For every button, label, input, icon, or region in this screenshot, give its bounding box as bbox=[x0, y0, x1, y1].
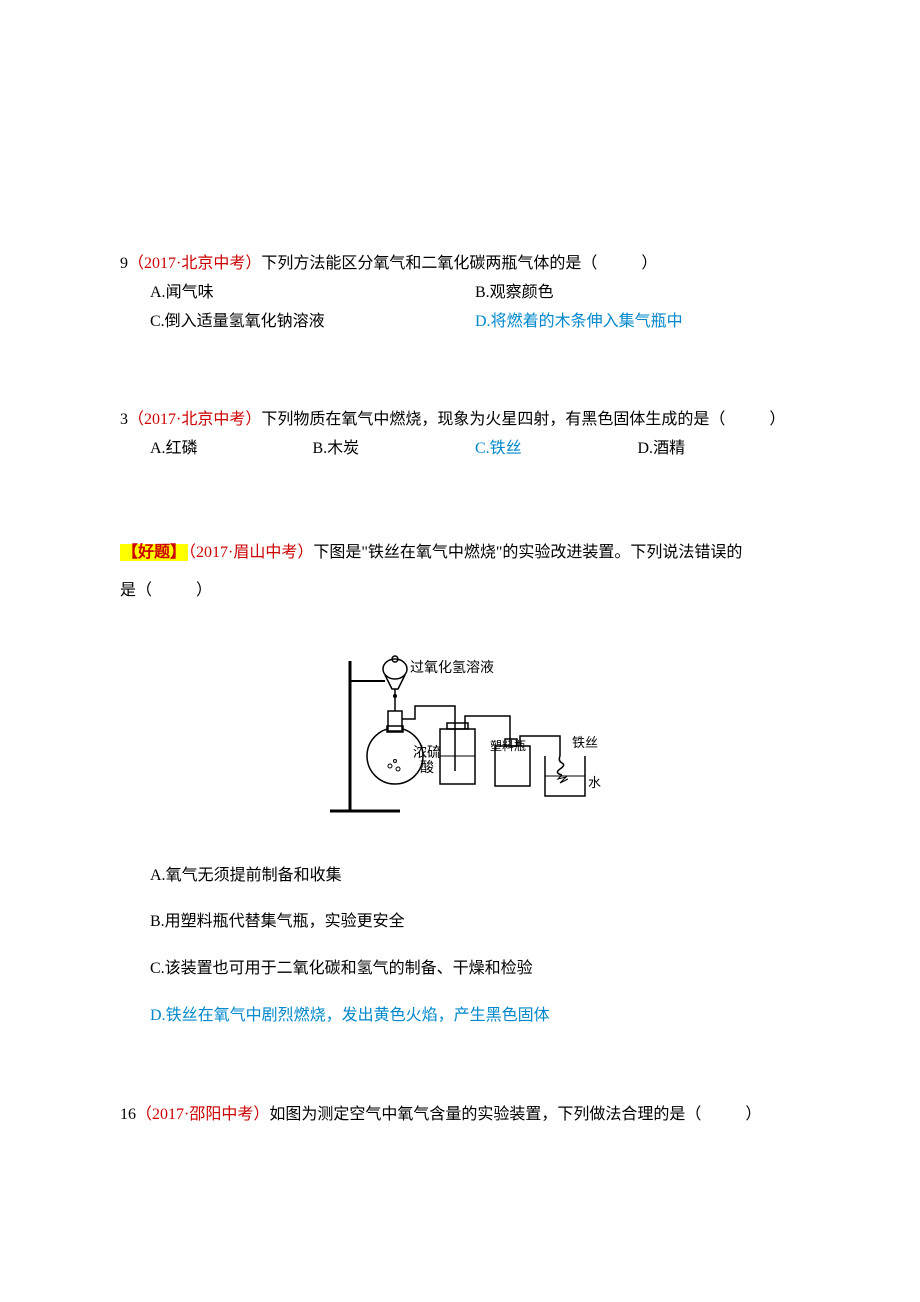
option-text: 倒入适量氢氧化钠溶液 bbox=[165, 313, 325, 330]
diagram-label-acid: 浓硫酸 bbox=[412, 746, 442, 777]
option-d: D.铁丝在氧气中剧烈燃烧，发出黄色火焰，产生黑色固体 bbox=[150, 1002, 800, 1031]
answer-paren: （ ） bbox=[685, 1106, 765, 1123]
question-stem-before: 下图是"铁丝在氧气中燃烧"的实验改进装置。下列说法错误的 bbox=[313, 544, 742, 561]
question-number: 16 bbox=[120, 1106, 136, 1123]
options-container: A.闻气味 B.观察颜色 C.倒入适量氢氧化钠溶液 D.将燃着的木条伸入集气瓶中 bbox=[120, 279, 800, 337]
experiment-diagram: 过氧化氢溶液 浓硫酸 塑料瓶 铁丝 水 bbox=[120, 641, 800, 832]
question-stem: 下列物质在氧气中燃烧，现象为火星四射，有黑色固体生成的是 bbox=[261, 411, 709, 428]
option-d: D.将燃着的木条伸入集气瓶中 bbox=[475, 308, 800, 337]
option-a: A.氧气无须提前制备和收集 bbox=[150, 862, 800, 891]
option-text: 观察颜色 bbox=[490, 284, 554, 301]
option-b: B.观察颜色 bbox=[475, 279, 800, 308]
question-number: 9 bbox=[120, 255, 128, 272]
option-label: D. bbox=[638, 440, 654, 457]
option-c: C.该装置也可用于二氧化碳和氢气的制备、干燥和检验 bbox=[150, 955, 800, 984]
option-label: C. bbox=[475, 440, 490, 457]
question-stem-line: 16（2017·邵阳中考）如图为测定空气中氧气含量的实验装置，下列做法合理的是（… bbox=[120, 1101, 800, 1130]
option-label: C. bbox=[150, 313, 165, 330]
option-label: C. bbox=[150, 960, 165, 977]
answer-paren: （ ） bbox=[581, 255, 661, 272]
good-question-tag: 【好题】 bbox=[120, 544, 188, 561]
question-stem-line: 9（2017·北京中考）下列方法能区分氧气和二氧化碳两瓶气体的是（ ） bbox=[120, 250, 800, 279]
question-stem-after: 是 bbox=[120, 582, 136, 599]
chemistry-apparatus-diagram: 过氧化氢溶液 浓硫酸 塑料瓶 铁丝 水 bbox=[310, 641, 610, 821]
diagram-label-iron: 铁丝 bbox=[572, 731, 598, 754]
option-label: B. bbox=[150, 913, 165, 930]
option-label: A. bbox=[150, 867, 166, 884]
question-block: 16（2017·邵阳中考）如图为测定空气中氧气含量的实验装置，下列做法合理的是（… bbox=[120, 1101, 800, 1130]
diagram-label-water: 水 bbox=[588, 771, 601, 794]
option-label: D. bbox=[150, 1007, 166, 1024]
option-text: 将燃着的木条伸入集气瓶中 bbox=[491, 313, 683, 330]
question-source: （2017·北京中考） bbox=[128, 255, 261, 272]
question-stem: 下列方法能区分氧气和二氧化碳两瓶气体的是 bbox=[261, 255, 581, 272]
option-b: B.木炭 bbox=[313, 435, 476, 464]
option-text: 铁丝 bbox=[490, 440, 522, 457]
option-c: C.铁丝 bbox=[475, 435, 638, 464]
question-source: （2017·北京中考） bbox=[128, 411, 261, 428]
option-text: 氧气无须提前制备和收集 bbox=[166, 867, 342, 884]
option-label: B. bbox=[475, 284, 490, 301]
answer-paren: （ ） bbox=[136, 582, 216, 599]
question-stem-line: 3（2017·北京中考）下列物质在氧气中燃烧，现象为火星四射，有黑色固体生成的是… bbox=[120, 406, 800, 435]
question-number: 3 bbox=[120, 411, 128, 428]
options-container: A.氧气无须提前制备和收集 B.用塑料瓶代替集气瓶，实验更安全 C.该装置也可用… bbox=[120, 862, 800, 1031]
question-source: （2017·邵阳中考） bbox=[136, 1106, 269, 1123]
option-text: 铁丝在氧气中剧烈燃烧，发出黄色火焰，产生黑色固体 bbox=[166, 1007, 550, 1024]
option-label: A. bbox=[150, 284, 166, 301]
option-d: D.酒精 bbox=[638, 435, 801, 464]
option-label: A. bbox=[150, 440, 166, 457]
option-a: A.红磷 bbox=[150, 435, 313, 464]
question-stem: 如图为测定空气中氧气含量的实验装置，下列做法合理的是 bbox=[269, 1106, 685, 1123]
options-container: A.红磷 B.木炭 C.铁丝 D.酒精 bbox=[120, 435, 800, 464]
option-b: B.用塑料瓶代替集气瓶，实验更安全 bbox=[150, 908, 800, 937]
option-text: 红磷 bbox=[166, 440, 198, 457]
option-c: C.倒入适量氢氧化钠溶液 bbox=[150, 308, 475, 337]
question-block: 【好题】（2017·眉山中考）下图是"铁丝在氧气中燃烧"的实验改进装置。下列说法… bbox=[120, 534, 800, 1031]
diagram-label-h2o2: 过氧化氢溶液 bbox=[410, 656, 494, 681]
option-label: D. bbox=[475, 313, 491, 330]
option-text: 该装置也可用于二氧化碳和氢气的制备、干燥和检验 bbox=[165, 960, 533, 977]
answer-paren: （ ） bbox=[709, 411, 789, 428]
option-label: B. bbox=[313, 440, 328, 457]
option-text: 闻气味 bbox=[166, 284, 214, 301]
option-a: A.闻气味 bbox=[150, 279, 475, 308]
option-text: 用塑料瓶代替集气瓶，实验更安全 bbox=[165, 913, 405, 930]
question-block: 9（2017·北京中考）下列方法能区分氧气和二氧化碳两瓶气体的是（ ） A.闻气… bbox=[120, 250, 800, 336]
diagram-label-bottle: 塑料瓶 bbox=[490, 736, 526, 758]
question-block: 3（2017·北京中考）下列物质在氧气中燃烧，现象为火星四射，有黑色固体生成的是… bbox=[120, 406, 800, 464]
option-text: 木炭 bbox=[327, 440, 359, 457]
question-stem-line: 【好题】（2017·眉山中考）下图是"铁丝在氧气中燃烧"的实验改进装置。下列说法… bbox=[120, 534, 800, 611]
question-source: （2017·眉山中考） bbox=[188, 544, 313, 561]
option-text: 酒精 bbox=[653, 440, 685, 457]
